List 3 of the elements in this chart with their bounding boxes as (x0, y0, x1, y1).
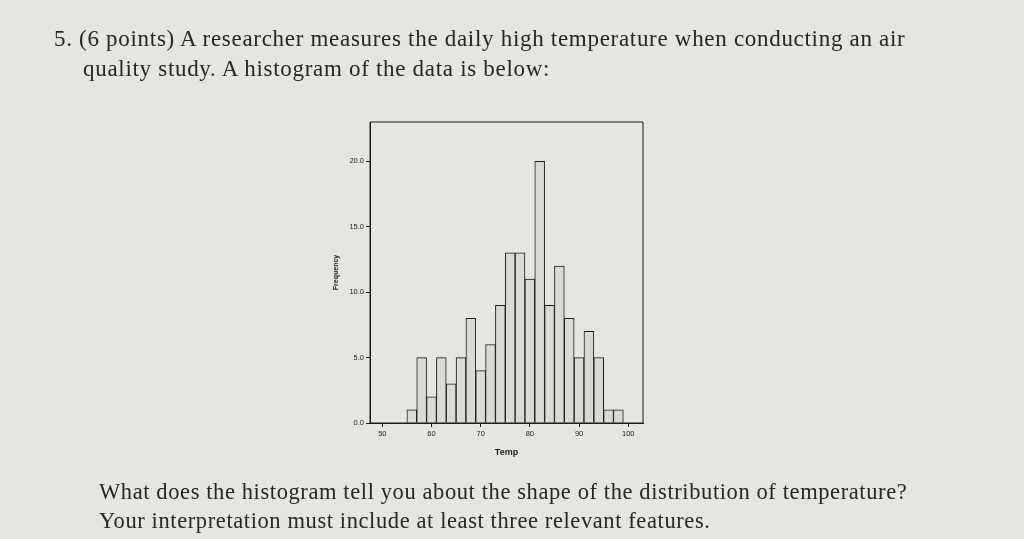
chart-title: 5. (6 points) A researcher measures the daily high temperature when conducting an air quality study. A histogram of the data is below: (54, 25, 907, 83)
x-axis-title: Temp (494, 447, 519, 458)
text: What does the histogram tell you about the shape of the distribution of temperature? Your interpretation must include at least three relevant features. (99, 478, 909, 535)
